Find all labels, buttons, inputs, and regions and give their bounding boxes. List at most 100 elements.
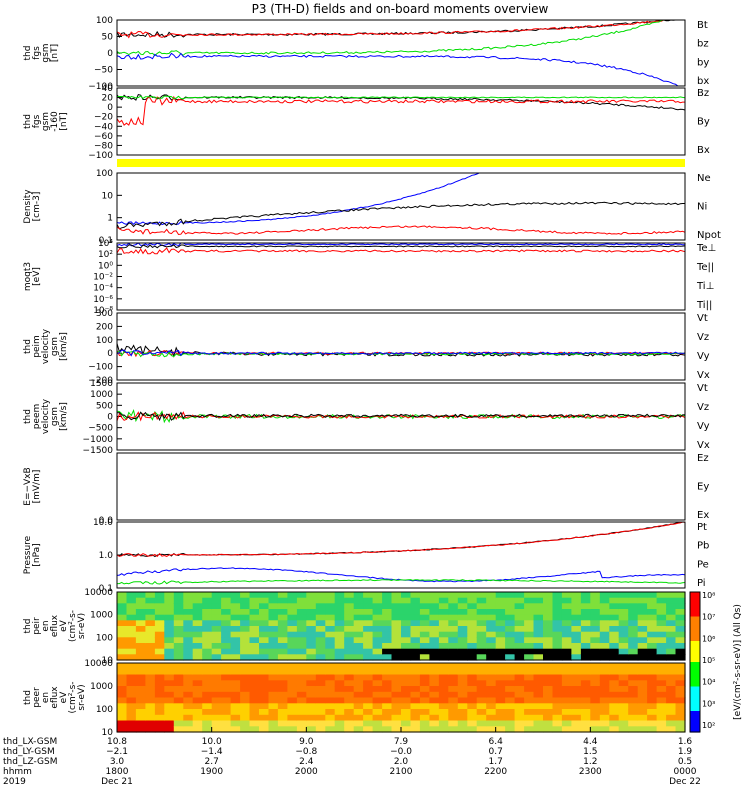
spectrogram-cell [637,643,648,650]
spectrogram-cell [561,674,572,681]
spectrogram-cell [429,592,440,599]
spectrogram-cell [410,697,421,704]
spectrogram-cell [382,609,393,616]
spectrogram-cell [154,631,165,638]
y-axis-label: thd [23,619,33,634]
spectrogram-cell [637,663,648,670]
spectrogram-cell [486,663,497,670]
spectrogram-cell [192,654,203,661]
spectrogram-cell [448,631,459,638]
spectrogram-cell [524,614,535,621]
x-axis-value: 9.0 [299,737,314,747]
spectrogram-cell [552,674,563,681]
spectrogram-cell [202,654,213,661]
spectrogram-cell [221,680,232,687]
spectrogram-cell [448,648,459,655]
spectrogram-cell [543,654,554,661]
spectrogram-cell [344,609,355,616]
spectrogram-cell [514,709,525,716]
spectrogram-cell [135,597,146,604]
spectrogram-cell [618,686,629,693]
spectrogram-cell [580,680,591,687]
spectrogram-cell [135,703,146,710]
spectrogram-cell [486,709,497,716]
spectrogram-cell [486,597,497,604]
spectrogram-cell [476,597,487,604]
spectrogram-cell [514,631,525,638]
spectrogram-cell [391,603,402,610]
spectrogram-cell [505,597,516,604]
spectrogram-cell [429,680,440,687]
spectrogram-cell [192,603,203,610]
spectrogram-cell [325,592,336,599]
spectrogram-cell [571,680,582,687]
spectrogram-cell [543,620,554,627]
spectrogram-cell [230,714,241,722]
spectrogram-cell [135,592,146,599]
spectrogram-cell [117,626,128,633]
spectrogram-cell [580,592,591,599]
spectrogram-cell [476,626,487,633]
spectrogram-cell [259,654,270,661]
spectrogram-cell [448,626,459,633]
spectrogram-cell [675,680,686,687]
spectrogram-cell [154,603,165,610]
spectrogram-cell [268,726,279,733]
spectrogram-cell [315,674,326,681]
spectrogram-cell [571,663,582,670]
colorbar-cell [690,672,700,677]
spectrogram-cell [391,663,402,670]
spectrogram-cell [476,680,487,687]
spectrogram-cell [287,648,298,655]
y-tick-label: −50 [94,66,113,76]
legend-entry: Ex [697,510,709,521]
spectrogram-cell [287,654,298,661]
spectrogram-cell [117,726,128,733]
spectrogram-cell [363,703,374,710]
spectrogram-cell [533,648,544,655]
spectrogram-cell [344,626,355,633]
y-axis-label: en [41,620,51,631]
spectrogram-cell [533,620,544,627]
spectrogram-cell [353,680,364,687]
spectrogram-cell [656,726,667,733]
y-axis-label: [nPa] [32,543,42,566]
spectrogram-cell [524,631,535,638]
spectrogram-cell [438,720,449,727]
spectrogram-cell [457,648,468,655]
spectrogram-cell [240,680,251,687]
spectrogram-cell [382,674,393,681]
spectrogram-cell [259,697,270,704]
spectrogram-cell [183,726,194,733]
y-axis-label: Pressure [23,535,33,574]
spectrogram-cell [315,631,326,638]
spectrogram-cell [372,691,383,699]
spectrogram-cell [117,614,128,621]
spectrogram-cell [618,714,629,722]
spectrogram-cell [448,680,459,687]
colorbar-label: [eV/(cm²-s-sr-eV)] (All Qs) [733,604,743,720]
spectrogram-cell [183,674,194,681]
spectrogram-cell [438,674,449,681]
spectrogram-cell [277,674,288,681]
spectrogram-cell [363,709,374,716]
y-axis-label: en [41,692,51,703]
colorbar-cell [690,711,700,716]
y-tick-label: 10⁻⁴ [93,284,113,294]
y-axis-label: eflux [50,614,60,637]
spectrogram-cell [164,637,175,644]
spectrogram-cell [154,726,165,733]
spectrogram-cell [154,592,165,599]
spectrogram-cell [315,691,326,699]
spectrogram-cell [609,691,620,699]
spectrogram-cell [618,592,629,599]
series-line [116,95,685,126]
spectrogram-cell [334,703,345,710]
y-axis-label: thd [23,114,33,129]
spectrogram-cell [277,691,288,699]
spectrogram-cell [221,668,232,676]
spectrogram-cell [476,609,487,616]
spectrogram-cell [334,603,345,610]
spectrogram-cell [287,697,298,704]
